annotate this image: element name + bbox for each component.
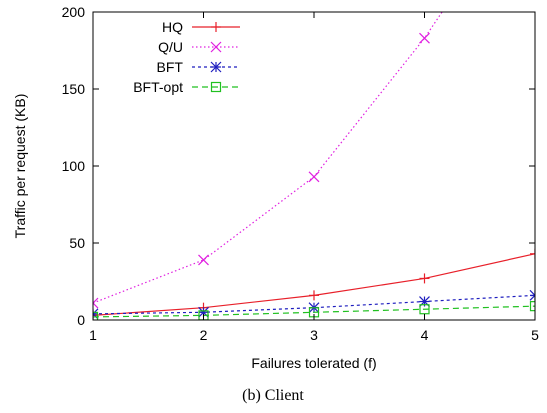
legend-item-hq: HQ: [162, 19, 240, 35]
data-point-hq: [419, 273, 430, 284]
legend-marker-q-u: [210, 41, 222, 53]
y-tick-label: 50: [69, 235, 85, 251]
series-layer: [93, 12, 535, 320]
x-axis-label: Failures tolerated (f): [251, 355, 376, 371]
x-tick-label: 3: [310, 327, 318, 343]
legend-label: BFT: [157, 59, 184, 75]
figure-caption: (b) Client: [242, 387, 304, 404]
y-tick-label: 200: [62, 4, 86, 20]
series-line-bft: [93, 294, 535, 315]
data-point-hq: [530, 248, 535, 259]
data-point-q-u: [308, 171, 320, 183]
legend-marker-bft-opt: [210, 81, 222, 93]
y-axis-label: Traffic per request (KB): [12, 94, 28, 239]
data-point-bft-opt: [93, 311, 99, 320]
x-tick-label: 4: [421, 327, 429, 343]
y-tick-label: 100: [62, 158, 86, 174]
legend-item-bft: BFT: [157, 59, 240, 75]
series-q-u: [93, 12, 443, 309]
data-point-bft-opt: [529, 301, 535, 312]
y-tick-label: 150: [62, 81, 86, 97]
legend-label: HQ: [162, 19, 183, 35]
legend-marker-hq: [211, 22, 221, 32]
legend-item-bft-opt: BFT-opt: [133, 79, 240, 95]
x-tick-label: 1: [89, 327, 97, 343]
x-tick-label: 2: [200, 327, 208, 343]
legend-item-q-u: Q/U: [158, 39, 240, 55]
data-point-q-u: [419, 32, 430, 44]
data-point-bft-opt: [419, 304, 430, 315]
legend-marker-bft: [210, 61, 222, 73]
data-point-hq: [309, 290, 319, 301]
data-point-hq: [93, 310, 98, 320]
data-point-q-u: [93, 297, 99, 309]
series-line-bft-opt: [93, 305, 535, 318]
y-tick-label: 0: [77, 312, 85, 328]
series-bft-opt: [93, 301, 535, 320]
series-hq: [93, 248, 535, 320]
legend: HQ Q/U BFT BFT-opt: [133, 19, 240, 95]
legend-label: Q/U: [158, 39, 183, 55]
legend-label: BFT-opt: [133, 79, 183, 95]
data-point-q-u: [198, 254, 209, 266]
data-point-bft: [529, 289, 535, 301]
x-tick-label: 5: [531, 327, 539, 343]
